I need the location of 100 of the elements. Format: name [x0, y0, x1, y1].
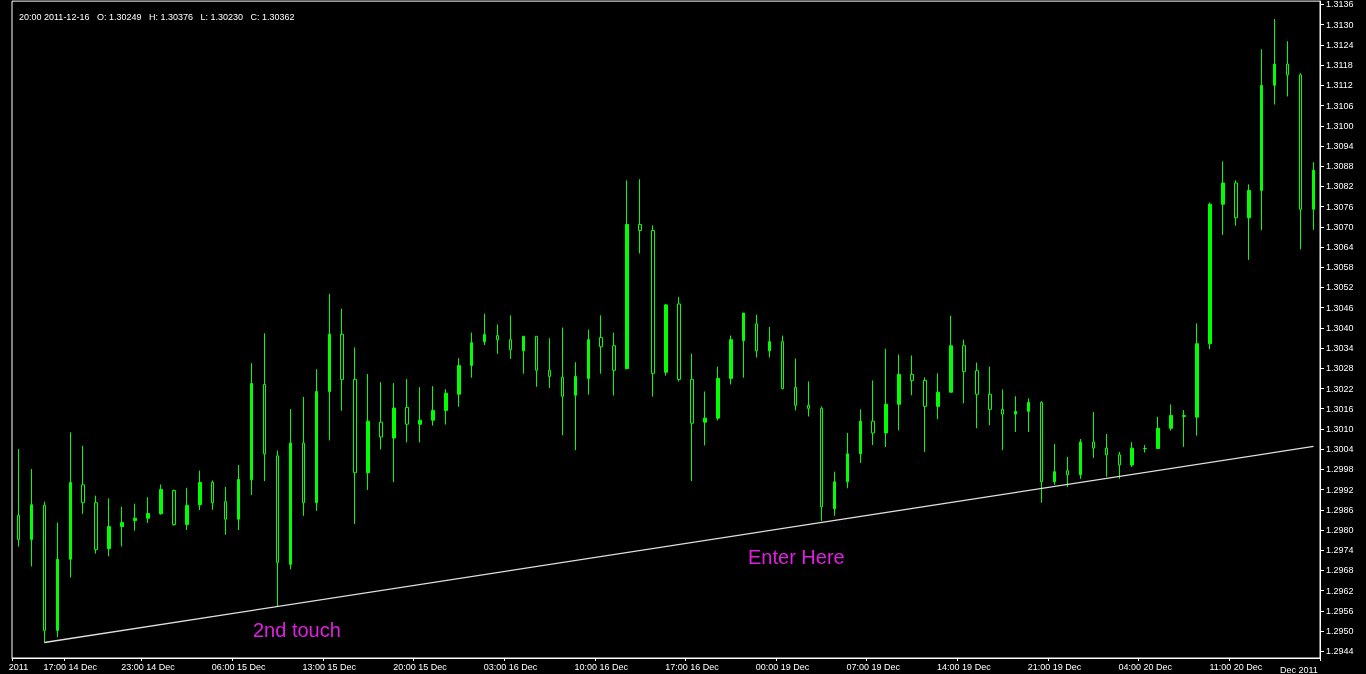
candlestick	[289, 408, 292, 570]
candlestick	[975, 362, 979, 429]
y-tick-label: 1.2968	[1326, 565, 1354, 576]
x-tick-label: 06:00 15 Dec	[211, 661, 266, 672]
annotation: 2nd touch	[253, 619, 341, 641]
candlestick	[392, 382, 396, 483]
candlestick	[923, 376, 927, 453]
y-tick-label: 1.3052	[1326, 282, 1354, 293]
candlestick	[664, 303, 668, 377]
candlestick	[56, 522, 59, 638]
candlestick	[716, 366, 720, 422]
x-tick-label: 17:00 16 Dec	[665, 661, 720, 672]
candlestick	[742, 312, 745, 379]
candlestick	[988, 366, 992, 426]
y-tick-label: 1.3028	[1326, 363, 1354, 374]
y-tick-label: 1.2950	[1326, 626, 1354, 637]
x-tick-label: 2011	[8, 661, 29, 672]
y-tick-label: 1.3112	[1326, 80, 1353, 91]
y-tick-label: 1.3046	[1326, 302, 1354, 313]
candlestick	[1195, 323, 1199, 437]
y-tick-label: 1.3070	[1326, 221, 1354, 232]
candlestick	[574, 361, 577, 451]
candlestick	[962, 339, 966, 404]
candlestick	[1092, 411, 1095, 459]
candlestick	[703, 391, 707, 446]
candlestick	[1208, 202, 1212, 350]
candlestick	[418, 386, 422, 443]
y-tick-label: 1.2956	[1326, 605, 1354, 616]
candlestick	[1234, 179, 1238, 227]
candlestick	[94, 495, 98, 555]
candlestick	[729, 335, 733, 385]
candlestick	[1079, 438, 1082, 480]
x-tick-label: 21:00 19 Dec	[1027, 661, 1082, 672]
candlestick	[612, 332, 616, 397]
y-tick-label: 1.3082	[1326, 181, 1354, 192]
candlestick	[1066, 456, 1069, 488]
x-tick-label: 13:00 15 Dec	[302, 661, 357, 672]
candlestick	[444, 388, 448, 426]
candlestick	[884, 348, 888, 448]
candlestick	[431, 385, 435, 427]
candlestick	[1286, 40, 1289, 97]
y-tick-label: 1.2998	[1326, 464, 1354, 475]
candlestick	[198, 470, 202, 511]
y-tick-label: 1.3124	[1326, 39, 1354, 50]
y-tick-label: 1.2944	[1326, 646, 1354, 657]
candlestick	[43, 501, 46, 644]
candlestick	[871, 379, 875, 446]
candlestick	[340, 308, 344, 412]
candlestick	[1040, 400, 1043, 504]
candlestick	[781, 335, 784, 391]
candlestick	[250, 362, 253, 496]
candlestick	[1221, 160, 1225, 236]
y-tick-label: 1.3094	[1326, 140, 1354, 151]
candlestick	[1001, 389, 1004, 451]
candlestick	[470, 332, 473, 379]
y-tick-label: 1.3004	[1326, 444, 1354, 455]
candlestick	[237, 464, 240, 531]
candlestick	[263, 332, 266, 482]
x-tick-label: 07:00 19 Dec	[846, 661, 901, 672]
candlestick	[146, 496, 150, 524]
y-tick-label: 1.3010	[1326, 423, 1354, 434]
candlestick	[81, 445, 85, 515]
candlestick	[638, 178, 642, 254]
x-tick-label: 14:00 19 Dec	[937, 661, 992, 672]
y-tick-label: 1.2962	[1326, 585, 1354, 596]
candlestick	[224, 486, 227, 536]
candlestick	[17, 448, 20, 547]
y-tick-label: 1.2974	[1326, 545, 1354, 556]
y-tick-label: 1.3040	[1326, 322, 1354, 333]
candlestick	[159, 484, 163, 515]
y-tick-label: 1.2986	[1326, 504, 1354, 515]
y-tick-label: 1.3118	[1326, 60, 1353, 71]
candlestick	[353, 346, 357, 525]
candlestick	[120, 506, 124, 547]
y-tick-label: 1.3136	[1326, 0, 1354, 10]
candlestick	[897, 353, 901, 431]
candlestick	[496, 324, 499, 355]
candlestick	[509, 314, 512, 360]
candlestick	[366, 373, 370, 491]
candlestick	[1273, 18, 1276, 106]
text: 20:00 2011-12-16 O: 1.30249 H: 1.30376 L: 1.30230 C: 1.30362	[19, 11, 295, 22]
candlestick	[328, 293, 331, 441]
candlestick	[807, 380, 810, 417]
candlestick	[30, 468, 33, 567]
candlestick	[276, 449, 279, 607]
candlestick	[820, 405, 823, 522]
candlestick	[1312, 161, 1315, 231]
candlestick	[535, 335, 538, 388]
candlestick	[1014, 395, 1017, 433]
y-tick-label: 1.3088	[1326, 161, 1354, 172]
y-tick-label: 1.3130	[1326, 19, 1354, 30]
candlestick	[1053, 443, 1056, 486]
candlestick	[587, 329, 590, 396]
y-tick-label: 1.2992	[1326, 484, 1354, 495]
candlestick	[599, 314, 603, 375]
candlestick	[457, 357, 461, 408]
x-tick-label: 23:00 14 Dec	[121, 661, 176, 672]
candlestick	[405, 378, 409, 443]
candlestick	[1105, 433, 1108, 478]
x-tick-label: 04:00 20 Dec	[1118, 661, 1173, 672]
